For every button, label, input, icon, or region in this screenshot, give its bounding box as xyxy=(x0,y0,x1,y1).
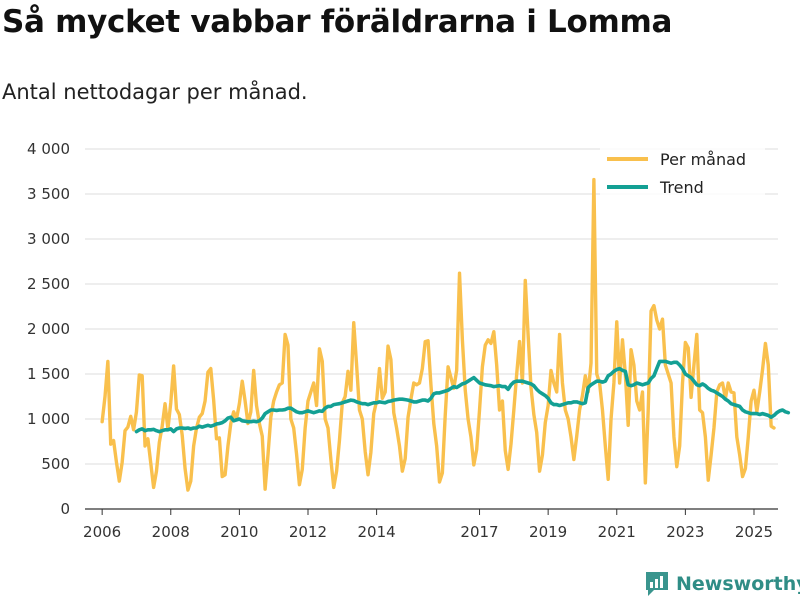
x-tick-label: 2025 xyxy=(735,523,773,541)
y-tick-label: 0 xyxy=(60,500,70,518)
y-axis-ticks: 0 500 1 000 1 500 2 000 2 500 3 000 3 500 4 000 xyxy=(27,140,70,518)
x-tick-label: 2010 xyxy=(220,523,258,541)
y-tick-label: 2 000 xyxy=(27,320,70,338)
x-tick-label: 2012 xyxy=(289,523,327,541)
brand-name: Newsworthy xyxy=(676,573,800,595)
y-tick-label: 1 500 xyxy=(27,365,70,383)
chart-series xyxy=(100,177,791,492)
legend-label: Trend xyxy=(659,178,704,197)
y-tick-label: 4 000 xyxy=(27,140,70,158)
x-tick-label: 2019 xyxy=(529,523,567,541)
x-tick-label: 2008 xyxy=(152,523,190,541)
x-axis-ticks: 2006 2008 2010 2012 2014 2017 2019 2021 2023 2025 xyxy=(83,509,773,541)
x-tick-label: 2023 xyxy=(666,523,704,541)
legend: Per månad Trend xyxy=(600,143,765,197)
x-tick-label: 2017 xyxy=(460,523,498,541)
newsworthy-brand: Newsworthy xyxy=(644,568,800,600)
y-tick-label: 3 000 xyxy=(27,230,70,248)
y-tick-label: 3 500 xyxy=(27,185,70,203)
x-tick-label: 2006 xyxy=(83,523,121,541)
y-tick-label: 2 500 xyxy=(27,275,70,293)
legend-label: Per månad xyxy=(660,150,746,169)
chart-title: Så mycket vabbar föräldrarna i Lomma xyxy=(2,4,673,40)
newsworthy-logo-icon xyxy=(646,572,668,596)
series-line-trend xyxy=(134,359,791,434)
y-tick-label: 500 xyxy=(41,455,70,473)
series-line-per-manad xyxy=(100,177,776,492)
x-tick-label: 2014 xyxy=(358,523,396,541)
chart-subtitle: Antal nettodagar per månad. xyxy=(2,80,308,104)
y-tick-label: 1 000 xyxy=(27,410,70,428)
x-tick-label: 2021 xyxy=(598,523,636,541)
